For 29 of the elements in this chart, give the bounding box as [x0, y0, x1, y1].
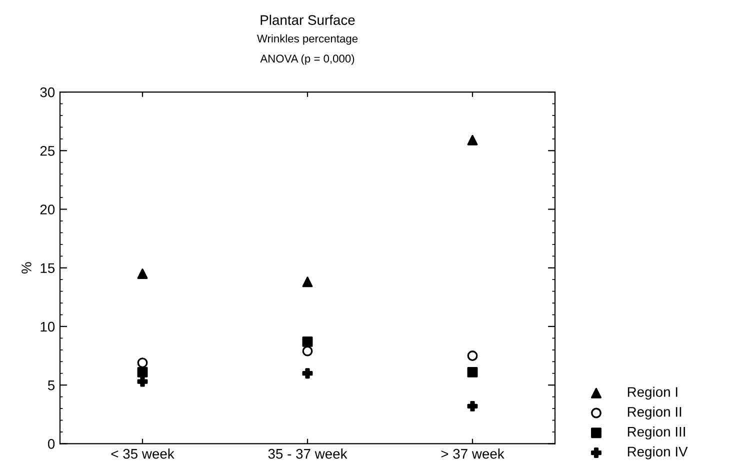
- point: [302, 368, 313, 379]
- point: [302, 276, 313, 288]
- y-tick-label: 25: [40, 146, 55, 156]
- y-tick-label: 20: [40, 204, 55, 214]
- x-tick-label: < 35 week: [111, 448, 174, 459]
- point: [137, 366, 148, 378]
- point: [137, 358, 148, 368]
- x-tick-label: 35 - 37 week: [268, 448, 348, 459]
- legend-label: Region I: [628, 386, 678, 400]
- y-tick-label: 10: [40, 322, 55, 332]
- y-tick-label: 0: [48, 439, 55, 449]
- point: [137, 268, 148, 279]
- y-axis-title: %: [22, 262, 32, 274]
- y-tick-label: 15: [40, 263, 55, 274]
- y-tick-label: 30: [40, 87, 55, 98]
- point: [302, 346, 313, 356]
- point: [302, 336, 313, 347]
- point: [467, 366, 478, 378]
- point: [137, 376, 148, 387]
- point: [467, 400, 478, 412]
- chart-subtitle: Wrinkles percentage ANOVA (p = 0,000): [257, 34, 358, 65]
- legend-label: Region III: [628, 426, 685, 440]
- point: [467, 350, 478, 361]
- legend-label: Region II: [628, 406, 682, 420]
- legend-label: Region IV: [628, 446, 688, 460]
- chart-title: Plantar Surface: [260, 14, 355, 25]
- x-tick-label: > 37 week: [441, 448, 504, 459]
- y-tick-label: 5: [48, 380, 55, 390]
- point: [467, 134, 478, 146]
